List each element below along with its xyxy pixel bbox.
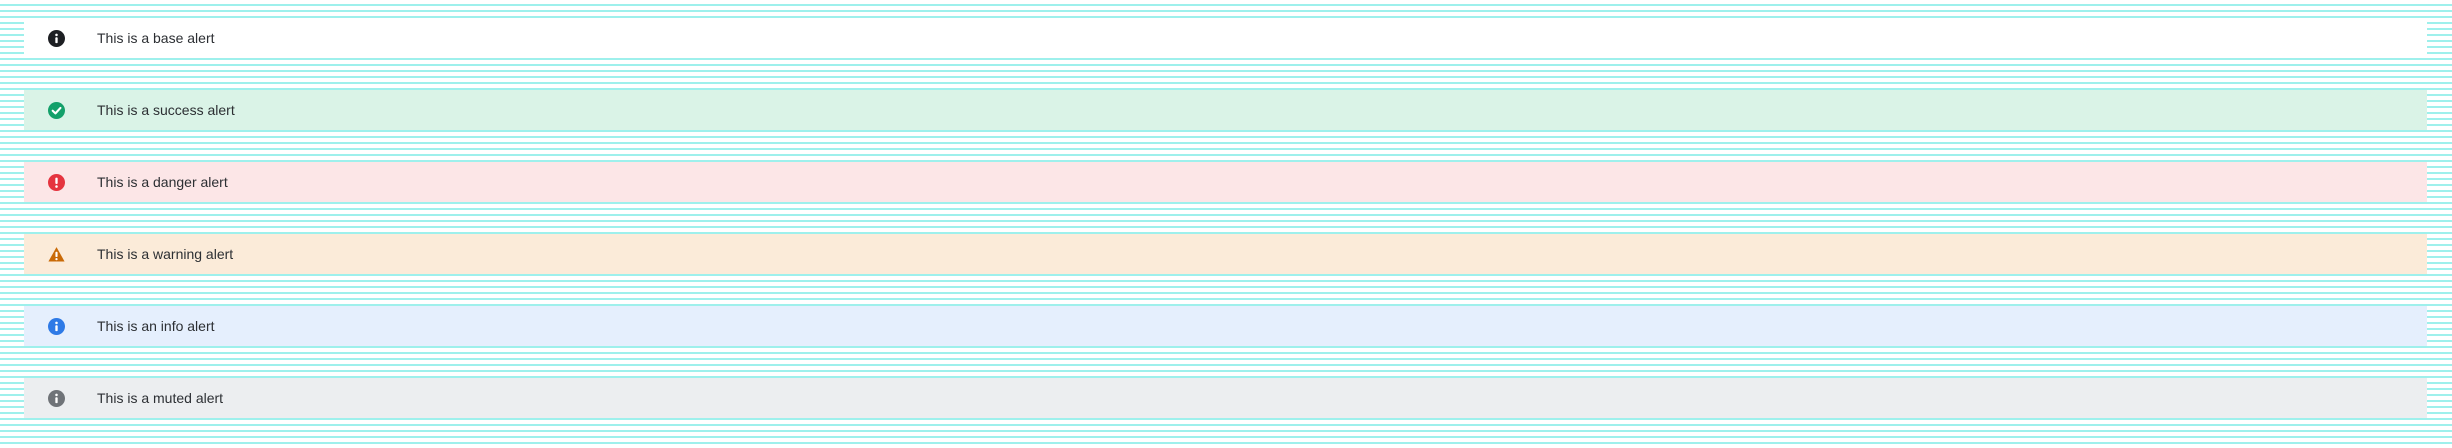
check-circle-icon [48,101,65,119]
alert-danger: This is a danger alert [24,162,2427,202]
alert-message: This is a success alert [97,102,235,118]
info-icon [48,317,65,335]
alert-warning: This is a warning alert [24,234,2427,274]
alert-info: This is an info alert [24,306,2427,346]
exclamation-circle-icon [48,173,65,191]
alert-success: This is a success alert [24,90,2427,130]
info-icon [48,389,65,407]
warning-triangle-icon [48,246,65,263]
alert-message: This is a muted alert [97,390,224,406]
alert-message: This is a base alert [97,30,215,46]
alert-message: This is a warning alert [97,246,234,262]
alert-list: This is a base alert This is a success a… [24,18,2427,418]
alert-message: This is an info alert [97,318,215,334]
alert-message: This is a danger alert [97,174,228,190]
alert-base: This is a base alert [24,18,2427,58]
info-icon [48,29,65,47]
alert-muted: This is a muted alert [24,378,2427,418]
